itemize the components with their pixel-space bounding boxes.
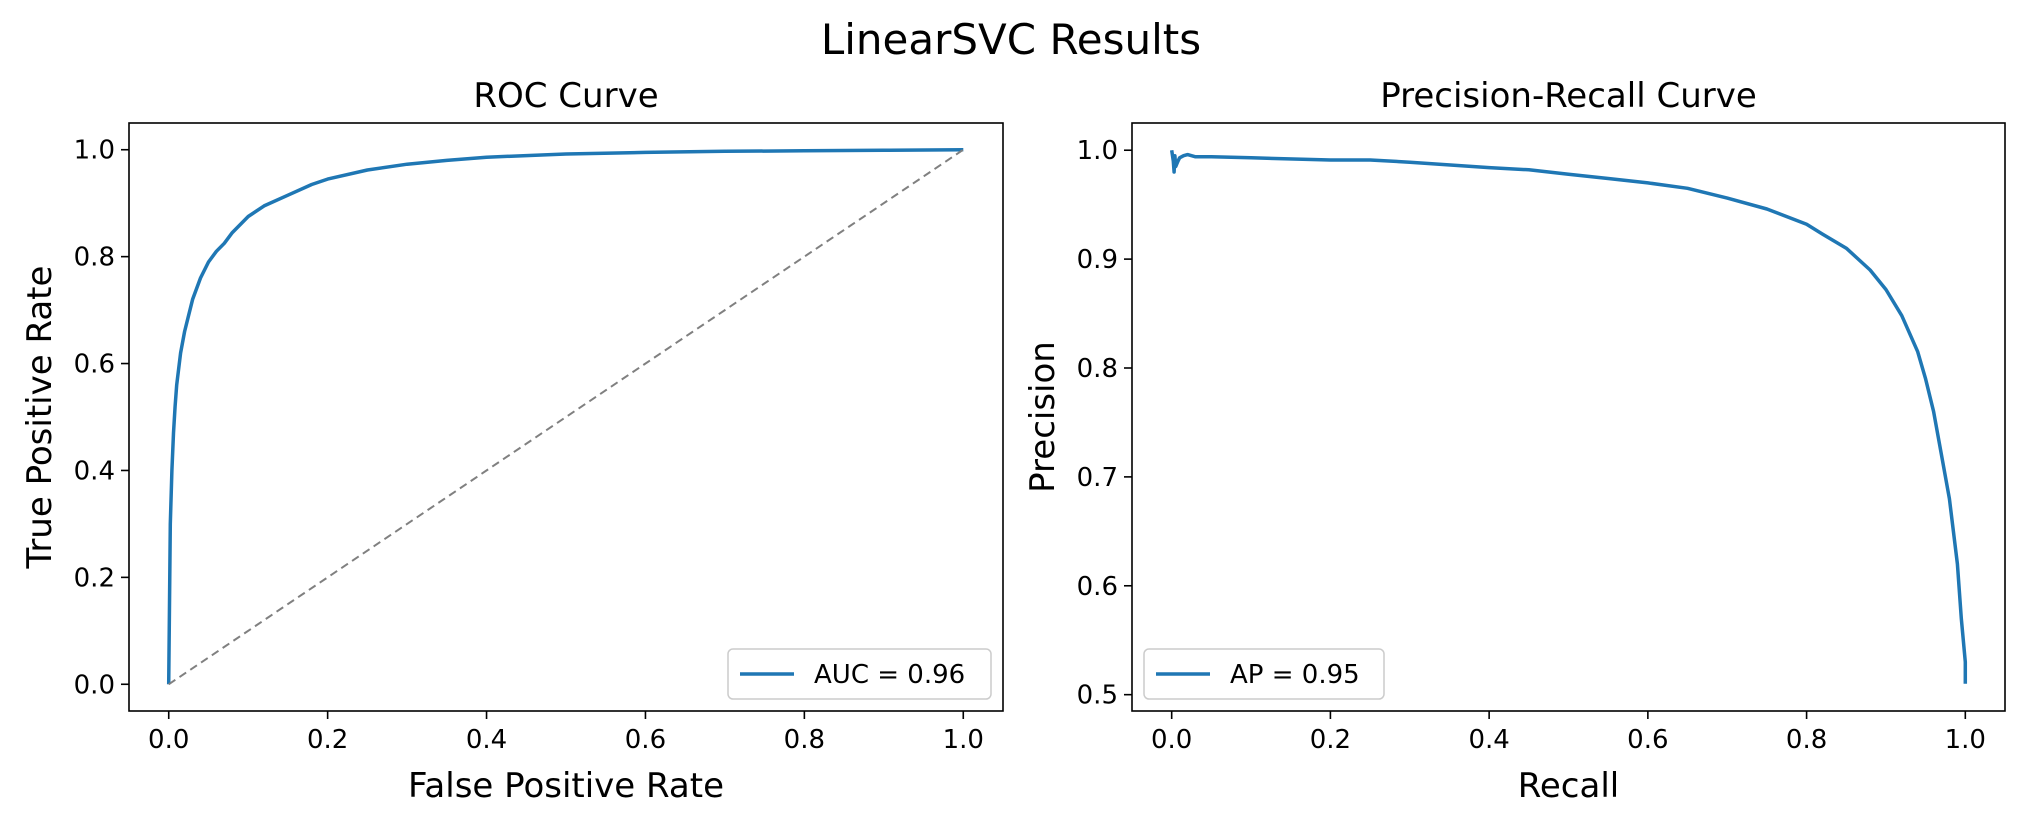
legend-box <box>1143 648 1385 700</box>
chart-2: 0.0 0.2 0.4 0.6 0.8 1.0 0.5 0.6 0.7 0.8 0.9 1.0 Prec… <box>1023 76 2006 806</box>
y-axis-label: True Positive Rate <box>20 266 60 570</box>
legend-label: AP = 0.95 <box>1230 660 1360 690</box>
y-axis-label: Precision <box>1023 341 1063 493</box>
x-tick-label: 0.0 <box>148 725 189 755</box>
legend: AP = 0.95 <box>1143 648 1385 700</box>
y-tick-label: 0.7 <box>1077 463 1118 493</box>
x-tick-label: 0.2 <box>1310 725 1351 755</box>
y-tick-label: 0.2 <box>74 563 115 593</box>
y-tick-label: 0.0 <box>74 670 115 700</box>
x-tick-label: 1.0 <box>943 725 984 755</box>
series-line <box>1169 149 1968 684</box>
y-tick-label: 0.6 <box>74 350 115 380</box>
x-tick-label: 0.6 <box>625 725 666 755</box>
figure-title: LinearSVC Results <box>821 15 1201 64</box>
x-tick-label: 0.8 <box>1786 725 1827 755</box>
x-tick-label: 0.0 <box>1151 725 1192 755</box>
y-tick-label: 0.4 <box>74 456 115 486</box>
diagonal-reference-line <box>168 148 964 686</box>
x-axis-label: Recall <box>1518 766 1619 806</box>
chart-title: Precision-Recall Curve <box>1380 76 1757 116</box>
legend-label: AUC = 0.96 <box>814 660 965 690</box>
y-tick-label: 0.5 <box>1077 681 1118 711</box>
chart-title: ROC Curve <box>473 76 658 116</box>
axes-frame <box>128 122 1004 712</box>
y-tick-label: 0.8 <box>1077 354 1118 384</box>
x-tick-label: 1.0 <box>1945 725 1986 755</box>
x-tick-label: 0.6 <box>1627 725 1668 755</box>
x-tick-label: 0.2 <box>307 725 348 755</box>
y-tick-label: 0.6 <box>1077 572 1118 602</box>
y-tick-label: 0.8 <box>74 243 115 273</box>
axes-frame <box>1131 122 2006 712</box>
legend: AUC = 0.96 <box>727 648 992 700</box>
x-tick-label: 0.4 <box>466 725 507 755</box>
x-tick-label: 0.4 <box>1468 725 1509 755</box>
y-tick-label: 1.0 <box>74 136 115 166</box>
x-tick-label: 0.8 <box>784 725 825 755</box>
x-axis-label: False Positive Rate <box>408 766 724 806</box>
legend-box <box>727 648 992 700</box>
y-tick-label: 1.0 <box>1077 136 1118 166</box>
y-tick-label: 0.9 <box>1077 245 1118 275</box>
series-line <box>166 147 964 685</box>
chart-1: 0.0 0.2 0.4 0.6 0.8 1.0 0.0 0.2 0.4 0.6 0.8 1.0 ROC … <box>20 76 1004 806</box>
